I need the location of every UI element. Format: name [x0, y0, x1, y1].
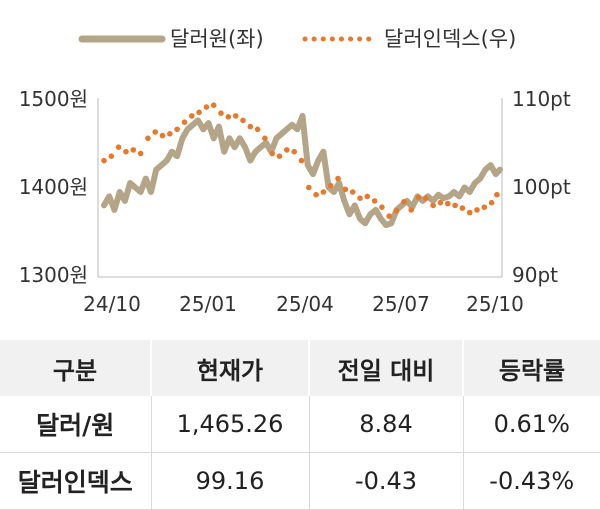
dxy-point-24: [276, 153, 283, 159]
dxy-point-40: [393, 208, 400, 214]
legend-label-krw: 달러원(좌): [170, 27, 264, 51]
dxy-point-21: [254, 126, 261, 133]
dxy-point-48: [452, 202, 458, 209]
dxy-point-46: [437, 199, 444, 206]
dxy-point-49: [459, 205, 466, 211]
dxy-point-54: [494, 191, 500, 198]
dxy-point-34: [349, 189, 356, 195]
row-dxy-name: 달러인덱스: [0, 452, 151, 510]
dxy-point-11: [181, 119, 188, 125]
x-tick-2510: 25/10: [466, 292, 524, 316]
series-line-krw: [101, 112, 503, 229]
row-krw-rate: 0.61%: [462, 396, 600, 453]
row-krw-price: 1,465.26: [150, 396, 309, 453]
row-dxy-price: 99.16: [150, 452, 309, 510]
dxy-point-35: [357, 195, 363, 201]
legend-label-dxy: 달러인덱스(우): [384, 27, 516, 51]
dxy-point-18: [232, 113, 239, 119]
dxy-point-1: [108, 153, 115, 159]
series-dots-dxy: [101, 102, 500, 219]
dxy-point-41: [401, 199, 407, 205]
dxy-point-52: [481, 204, 488, 210]
y-left-tick-1400: 1400원: [19, 175, 88, 199]
rate-table: 구분 현재가 전일 대비 등락률 달러/원 1,465.26 8.84 0.61…: [0, 340, 600, 510]
dxy-point-33: [342, 186, 349, 193]
y-right-tick-110: 110pt: [512, 87, 571, 111]
dxy-point-23: [269, 150, 276, 157]
dxy-point-16: [218, 110, 224, 116]
dxy-point-45: [430, 202, 436, 209]
dxy-point-30: [320, 189, 327, 195]
x-tick-2507: 25/07: [372, 292, 430, 316]
dxy-point-26: [291, 148, 298, 155]
row-dxy-rate: -0.43%: [462, 452, 600, 510]
header-price: 현재가: [150, 340, 309, 396]
x-tick-2501: 25/01: [179, 292, 237, 316]
dxy-point-47: [445, 200, 451, 207]
dxy-point-19: [240, 117, 246, 124]
dxy-point-12: [189, 113, 195, 119]
dxy-point-44: [423, 195, 429, 201]
dxy-point-0: [101, 157, 107, 164]
dxy-point-36: [364, 193, 371, 200]
dxy-point-42: [408, 207, 415, 213]
dxy-point-39: [386, 213, 393, 219]
dxy-point-28: [306, 184, 312, 191]
dxy-point-9: [167, 131, 173, 137]
dxy-point-3: [123, 148, 129, 155]
table-header-row: 구분 현재가 전일 대비 등락률: [0, 340, 600, 396]
dxy-point-31: [327, 182, 334, 189]
dxy-point-50: [466, 209, 473, 216]
table-row: 달러인덱스 99.16 -0.43 -0.43%: [0, 452, 600, 510]
x-tick-2504: 25/04: [276, 292, 334, 316]
dxy-point-4: [130, 147, 137, 153]
dxy-point-2: [115, 144, 122, 150]
dxy-point-17: [225, 114, 232, 120]
row-krw-name: 달러/원: [0, 396, 151, 453]
row-dxy-change: -0.43: [308, 452, 463, 510]
dxy-point-5: [137, 150, 144, 157]
dxy-point-15: [210, 102, 217, 108]
dxy-point-25: [284, 147, 290, 153]
dxy-point-51: [474, 207, 480, 213]
dxy-point-37: [371, 198, 378, 204]
dxy-point-20: [247, 123, 254, 130]
header-category: 구분: [0, 340, 151, 396]
table-row: 달러/원 1,465.26 8.84 0.61%: [0, 396, 600, 453]
dxy-point-6: [145, 135, 151, 142]
y-right-tick-90: 90pt: [512, 263, 558, 287]
row-krw-change: 8.84: [308, 396, 463, 453]
y-left-tick-1300: 1300원: [19, 263, 88, 287]
dxy-point-7: [152, 129, 158, 135]
header-rate: 등락률: [462, 340, 600, 396]
dxy-point-8: [159, 132, 166, 139]
dxy-point-43: [415, 194, 422, 201]
dxy-point-22: [262, 135, 268, 142]
y-right-tick-100: 100pt: [512, 175, 571, 199]
dxy-point-53: [488, 199, 495, 206]
dxy-point-13: [196, 109, 202, 116]
exchange-rate-chart: 달러원(좌) 달러인덱스(우) 1500원 1400원 1300원 110pt …: [19, 27, 571, 316]
header-change: 전일 대비: [308, 340, 463, 396]
dxy-point-10: [174, 126, 180, 133]
dxy-point-32: [335, 175, 341, 182]
legend: 달러원(좌) 달러인덱스(우): [78, 27, 516, 51]
dxy-point-27: [298, 157, 305, 164]
dxy-point-14: [203, 104, 210, 110]
y-left-tick-1500: 1500원: [19, 87, 88, 111]
x-tick-2410: 24/10: [83, 292, 141, 316]
dxy-point-38: [379, 204, 385, 210]
dxy-point-29: [313, 191, 319, 198]
